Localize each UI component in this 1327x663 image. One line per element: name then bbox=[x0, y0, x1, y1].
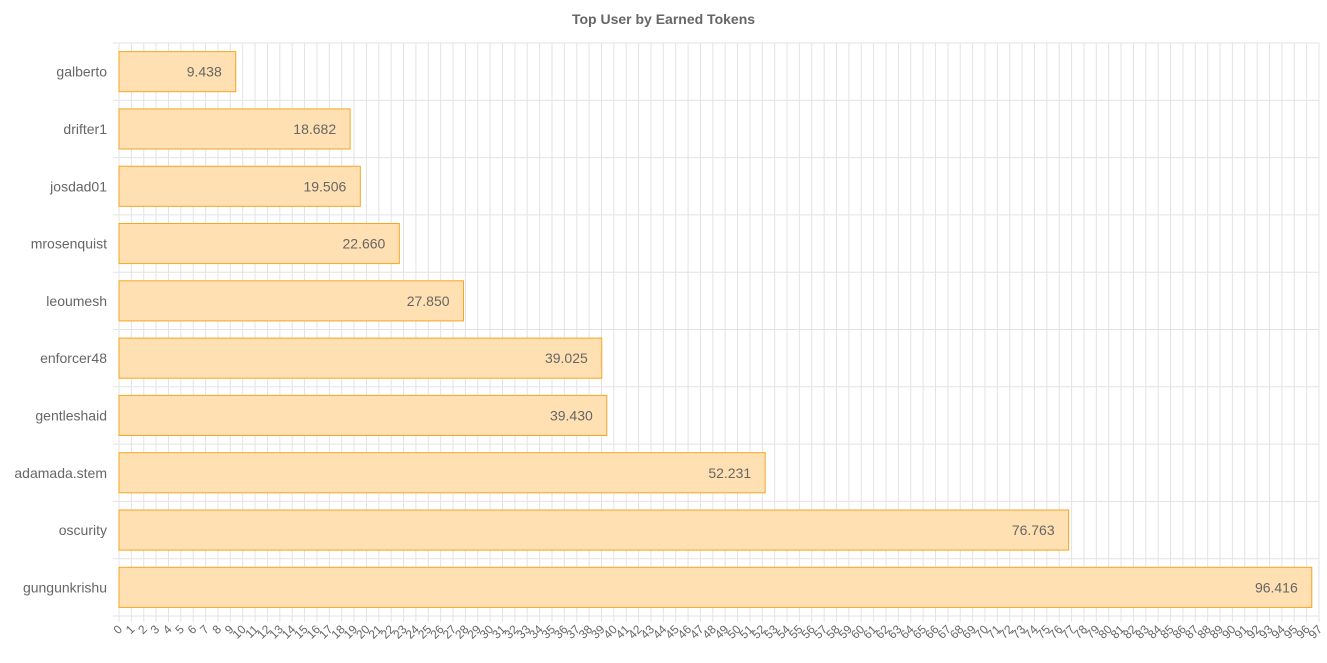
x-axis-tick-label: 1 bbox=[123, 622, 138, 637]
y-axis-tick-label: leoumesh bbox=[46, 293, 107, 309]
x-axis-tick-label: 6 bbox=[185, 622, 200, 637]
bar-value-label: 22.660 bbox=[343, 236, 386, 252]
bar-value-label: 27.850 bbox=[407, 293, 450, 309]
bar-drifter1 bbox=[118, 108, 351, 150]
x-axis-tick-label: 2 bbox=[135, 622, 150, 637]
bar-mrosenquist bbox=[118, 222, 400, 265]
bar-enforcer48 bbox=[118, 337, 603, 379]
bar-value-label: 39.025 bbox=[545, 350, 588, 366]
bar-oscurity bbox=[118, 509, 1070, 551]
y-axis-tick-label: josdad01 bbox=[49, 178, 107, 194]
y-axis-tick-label: gungunkrishu bbox=[23, 579, 107, 595]
bar-value-label: 52.231 bbox=[708, 465, 751, 481]
bar-value-label: 18.682 bbox=[293, 121, 336, 137]
bar-gungunkrishu bbox=[118, 566, 1313, 608]
bar-gentleshaid bbox=[118, 394, 608, 437]
bar-value-label: 96.416 bbox=[1255, 579, 1298, 595]
bar-galberto bbox=[118, 51, 237, 93]
x-axis-tick-label: 97 bbox=[1306, 622, 1326, 642]
chart-title: Top User by Earned Tokens bbox=[571, 11, 756, 27]
bar-value-label: 76.763 bbox=[1012, 522, 1055, 538]
y-axis-tick-label: mrosenquist bbox=[31, 236, 107, 252]
y-axis-tick-label: drifter1 bbox=[63, 121, 107, 137]
x-axis-tick-label: 8 bbox=[209, 622, 224, 637]
y-axis-tick-label: galberto bbox=[56, 64, 107, 80]
bars bbox=[118, 51, 1313, 608]
bar-leoumesh bbox=[118, 280, 465, 322]
x-axis-tick-label: 3 bbox=[148, 622, 163, 637]
bar-value-label: 9.438 bbox=[187, 64, 222, 80]
bar-value-label: 39.430 bbox=[550, 407, 593, 423]
x-axis-tick-label: 5 bbox=[172, 622, 187, 637]
x-axis-tick-label: 7 bbox=[197, 622, 212, 637]
y-axis-tick-label: oscurity bbox=[59, 522, 107, 538]
bar-josdad01 bbox=[118, 165, 361, 207]
bar-value-label: 19.506 bbox=[303, 178, 346, 194]
x-axis-tick-label: 4 bbox=[160, 622, 175, 637]
x-axis-tick-label: 0 bbox=[110, 622, 125, 637]
bar-adamada-stem bbox=[118, 452, 766, 494]
y-axis-tick-label: gentleshaid bbox=[35, 407, 107, 423]
y-axis-tick-label: enforcer48 bbox=[40, 350, 107, 366]
y-axis-tick-label: adamada.stem bbox=[14, 465, 107, 481]
